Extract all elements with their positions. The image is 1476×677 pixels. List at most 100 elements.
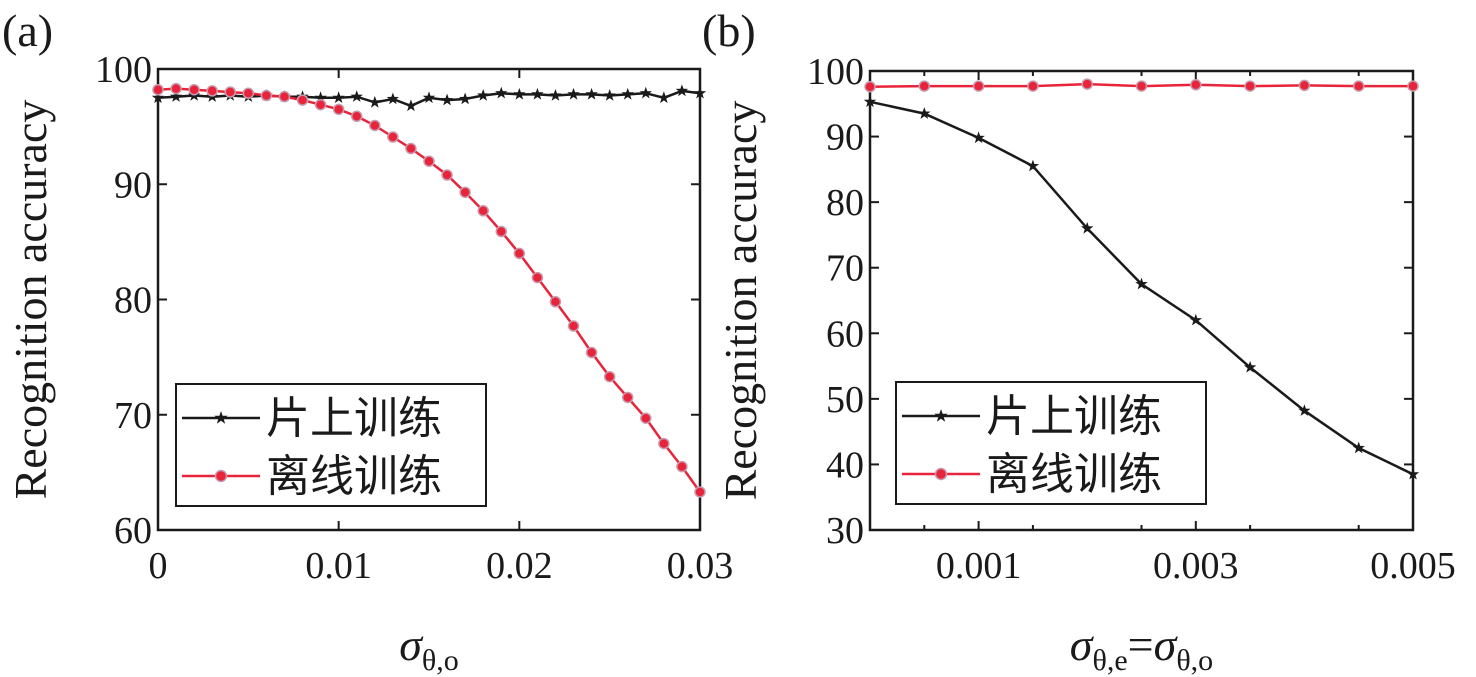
legend-label: 片上训练 — [266, 394, 442, 443]
data-point-star — [404, 99, 418, 112]
data-point-circle — [314, 98, 327, 111]
data-point-circle — [1135, 80, 1148, 92]
x-axis-label: σθ,e=σθ,o — [1070, 619, 1213, 677]
y-tick-label: 100 — [95, 49, 152, 91]
data-point-circle — [260, 89, 273, 102]
data-point-circle — [676, 460, 688, 473]
data-point-circle — [567, 320, 580, 332]
data-point-circle — [658, 437, 670, 450]
legend-marker-circle — [214, 469, 228, 483]
data-point-circle — [603, 370, 616, 383]
data-point-star — [422, 91, 436, 104]
data-point-circle — [1081, 78, 1093, 90]
data-point-circle — [694, 486, 706, 498]
legend-marker-star — [214, 411, 228, 424]
data-point-star — [693, 86, 707, 99]
data-point-circle — [242, 87, 255, 99]
data-point-circle — [513, 247, 526, 260]
data-point-circle — [621, 391, 634, 404]
legend-box — [175, 383, 487, 507]
data-point-circle — [423, 155, 435, 167]
data-point-circle — [1190, 79, 1202, 91]
y-tick-label: 90 — [114, 164, 152, 206]
y-tick-label: 80 — [826, 182, 864, 224]
x-tick-label: 0.02 — [486, 545, 553, 587]
data-point-circle — [332, 103, 345, 116]
series-offline — [152, 82, 706, 498]
data-point-star — [495, 86, 508, 99]
y-tick-label: 60 — [114, 510, 152, 552]
data-point-star — [513, 87, 526, 100]
data-point-star — [477, 89, 490, 101]
data-point-star — [675, 84, 689, 97]
data-point-star — [603, 89, 616, 101]
x-axis-label-symbol: σ — [1070, 619, 1095, 670]
x-axis-label-subscript: θ,o — [422, 644, 459, 677]
data-point-star — [1026, 159, 1040, 172]
y-tick-label: 60 — [826, 313, 864, 355]
data-point-star — [621, 87, 634, 100]
data-point-star — [1189, 313, 1202, 326]
data-point-circle — [206, 85, 218, 97]
data-point-star — [531, 87, 544, 100]
data-point-circle — [170, 82, 182, 95]
data-point-circle — [864, 80, 876, 93]
y-tick-label: 90 — [826, 117, 864, 159]
data-point-star — [918, 107, 931, 119]
data-point-circle — [1352, 80, 1365, 92]
x-tick-label: 0.001 — [936, 545, 1022, 587]
data-point-star — [386, 92, 399, 105]
data-point-circle — [972, 80, 985, 92]
x-tick-label: 0.003 — [1153, 545, 1239, 587]
data-point-star — [368, 95, 381, 108]
legend-marker-circle — [934, 467, 948, 481]
data-point-star — [1352, 441, 1365, 454]
x-axis-label-symbol-2: σ — [1154, 619, 1179, 670]
series-onchip — [151, 84, 707, 112]
x-tick-label: 0 — [149, 545, 168, 587]
data-point-star — [567, 87, 580, 100]
y-axis-label: Recognition accuracy — [715, 101, 766, 501]
y-tick-label: 70 — [114, 395, 152, 437]
data-point-circle — [495, 225, 508, 238]
x-axis-label: σθ,o — [399, 619, 459, 677]
data-point-circle — [1407, 80, 1419, 92]
data-point-circle — [405, 142, 417, 155]
y-tick-label: 70 — [826, 248, 864, 290]
data-point-star — [169, 90, 183, 102]
data-point-star — [1298, 404, 1311, 416]
chart-panel-a: (a) Recognition accuracy σθ,o 60 70 80 90 100 0 0… — [2, 5, 733, 677]
data-point-star — [151, 91, 165, 104]
data-point-star — [1243, 360, 1257, 373]
series-onchip — [863, 95, 1420, 480]
data-point-star — [350, 90, 363, 102]
data-point-star — [1081, 221, 1094, 234]
legend-marker-star — [934, 409, 948, 422]
legend-label: 离线训练 — [986, 450, 1162, 499]
panel-label: (a) — [2, 5, 53, 56]
legend-label: 片上训练 — [986, 392, 1162, 441]
data-point-circle — [1027, 80, 1039, 92]
data-point-star — [332, 91, 345, 104]
data-point-circle — [188, 83, 200, 96]
x-tick-label: 0.03 — [667, 545, 734, 587]
data-point-circle — [152, 83, 164, 96]
data-point-circle — [531, 271, 544, 284]
data-point-circle — [640, 412, 652, 424]
y-tick-label: 40 — [826, 444, 864, 486]
data-point-star — [863, 95, 877, 108]
data-point-circle — [549, 296, 562, 308]
series-offline — [864, 78, 1419, 93]
data-point-star — [1135, 277, 1148, 290]
data-point-circle — [278, 90, 291, 103]
legend-box — [895, 381, 1207, 505]
data-point-circle — [350, 110, 363, 123]
y-tick-label: 80 — [114, 280, 152, 322]
data-point-star — [549, 89, 562, 101]
data-point-circle — [477, 205, 489, 217]
data-point-star — [314, 91, 327, 104]
panel-label: (b) — [702, 5, 756, 56]
data-point-star — [459, 92, 472, 105]
